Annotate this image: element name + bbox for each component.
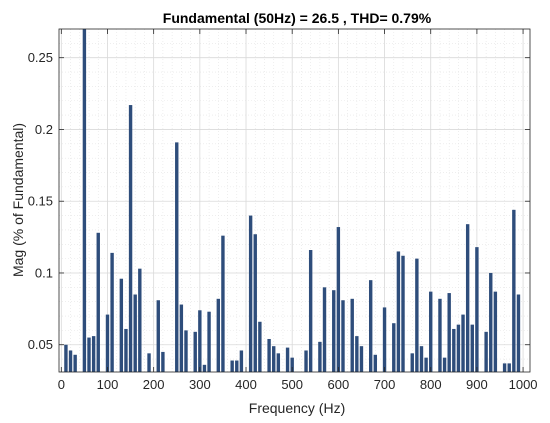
bar	[184, 330, 188, 372]
x-tick-label: 600	[328, 377, 350, 392]
bar	[179, 304, 184, 372]
plot-border	[58, 28, 531, 373]
bar	[502, 363, 507, 372]
y-tick-label: 0.25	[28, 50, 53, 65]
bar	[442, 357, 447, 372]
bar	[336, 227, 341, 372]
x-axis-label: Frequency (Hz)	[249, 400, 345, 416]
bar	[359, 346, 364, 372]
bar	[516, 294, 521, 372]
x-tick-label: 300	[189, 377, 211, 392]
bar	[456, 324, 461, 372]
x-tick-label: 400	[235, 377, 257, 392]
bar	[161, 351, 165, 372]
y-tick-label: 0.15	[28, 194, 53, 209]
bar	[484, 331, 488, 372]
bar	[156, 300, 160, 372]
bar	[415, 258, 419, 372]
bar	[489, 272, 493, 372]
chart-title: Fundamental (50Hz) = 26.5 , THD= 0.79%	[163, 10, 432, 26]
x-tick-label: 200	[143, 377, 165, 392]
bar	[87, 337, 91, 372]
x-tick-label: 900	[466, 377, 488, 392]
x-tick-label: 800	[420, 377, 442, 392]
bar	[350, 298, 354, 372]
bar	[138, 268, 142, 372]
bar	[355, 336, 359, 372]
bar	[368, 280, 373, 372]
x-tick-label: 500	[281, 377, 303, 392]
bar	[332, 290, 336, 372]
bar	[175, 142, 179, 372]
bar	[382, 307, 387, 372]
x-tick-label: 700	[374, 377, 396, 392]
bar	[461, 314, 465, 372]
bar	[207, 311, 211, 372]
bar	[110, 252, 114, 372]
x-tick-label: 0	[58, 377, 65, 392]
bar	[124, 328, 128, 372]
y-tick-label: 0.2	[35, 122, 53, 137]
x-tick-label: 100	[97, 377, 119, 392]
bar	[475, 247, 479, 372]
bar	[239, 350, 244, 372]
bar	[465, 224, 470, 372]
bar	[322, 287, 327, 372]
bar	[133, 294, 137, 372]
bar	[392, 323, 396, 372]
bar	[318, 341, 322, 372]
bar	[470, 324, 474, 372]
axis-ticks: 0 100 200 300 400 500 600 700 800 900 1000 0.05 0.1 0…	[28, 29, 538, 392]
bar	[493, 291, 498, 372]
bar	[276, 353, 281, 372]
bar	[304, 350, 308, 372]
bar	[216, 298, 221, 372]
bar	[272, 346, 276, 372]
x-tick-label: 1000	[509, 377, 538, 392]
bar	[308, 250, 313, 372]
bar	[105, 314, 110, 372]
bar	[119, 278, 124, 372]
bar	[507, 363, 511, 372]
bar	[373, 354, 378, 372]
bar	[341, 300, 345, 372]
bar	[438, 298, 442, 372]
bar	[82, 29, 87, 372]
bar	[258, 321, 262, 372]
y-tick-label: 0.1	[35, 265, 53, 280]
bar	[64, 344, 68, 372]
bar	[73, 354, 77, 372]
bar	[147, 353, 151, 372]
y-tick-label: 0.05	[28, 337, 53, 352]
bar	[221, 235, 225, 372]
bar	[429, 291, 433, 372]
bar	[253, 234, 257, 372]
bar	[285, 347, 290, 372]
bar	[96, 232, 100, 372]
bar	[410, 353, 414, 372]
bar	[91, 336, 96, 372]
y-axis-label: Mag (% of Fundamental)	[10, 123, 26, 277]
bar	[202, 364, 207, 372]
bar	[248, 215, 253, 372]
bar	[512, 209, 516, 372]
bar	[198, 310, 202, 372]
bar	[401, 255, 405, 372]
bar	[267, 338, 271, 372]
bar-series	[64, 29, 521, 372]
bar	[235, 360, 239, 372]
bar	[230, 360, 234, 372]
bar	[424, 357, 428, 372]
bar	[193, 331, 197, 372]
bar	[68, 350, 73, 372]
bar	[447, 293, 451, 372]
bar	[396, 251, 401, 372]
bar	[128, 105, 133, 372]
bar	[452, 328, 456, 372]
bar	[419, 346, 424, 372]
bar	[290, 357, 294, 372]
